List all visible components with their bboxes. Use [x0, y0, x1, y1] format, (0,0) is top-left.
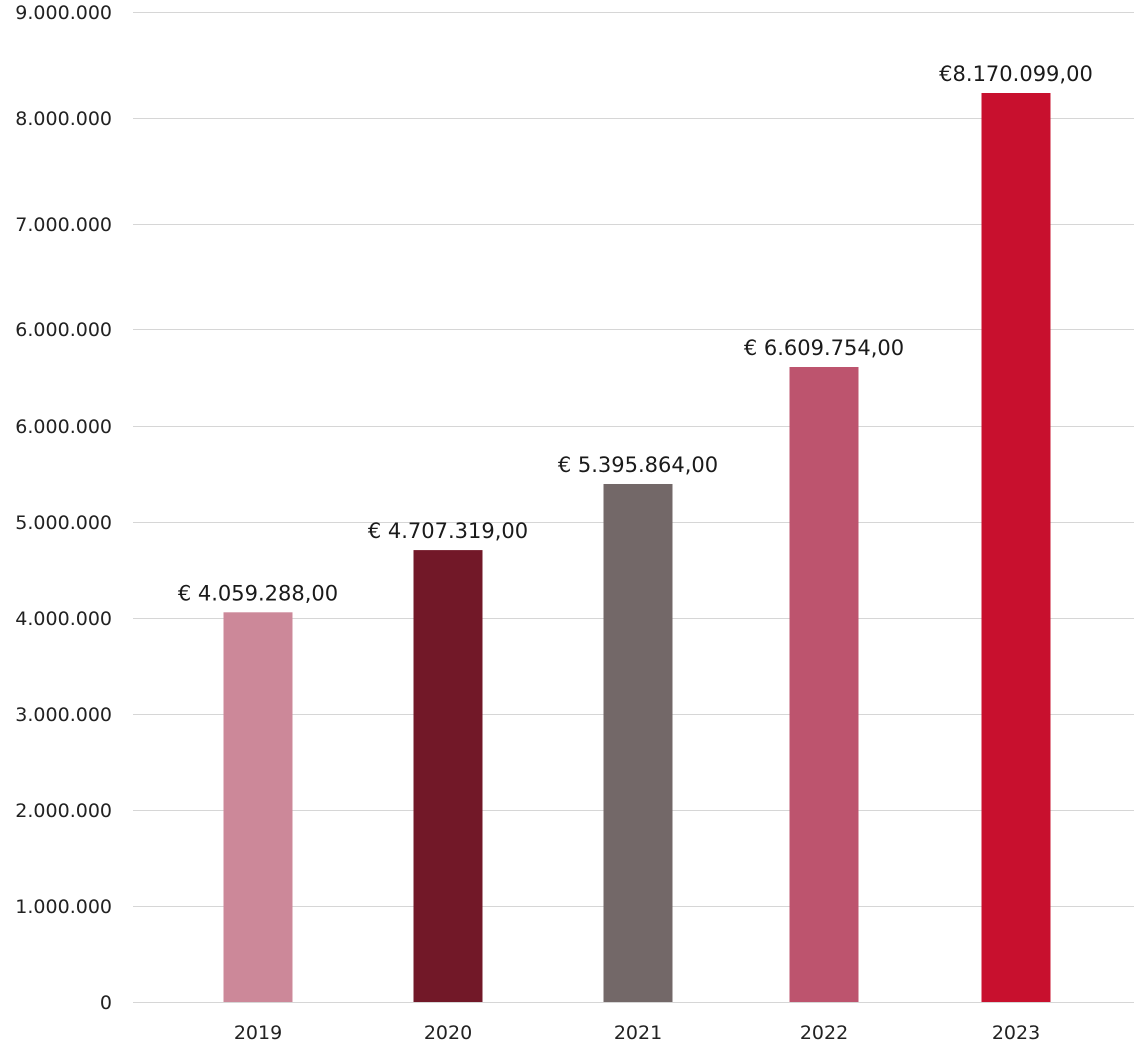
bar-2022 — [789, 367, 859, 1002]
data-label-2020: € 4.707.319,00 — [368, 519, 528, 543]
x-axis-category-labels: 2019 2020 2021 2022 2023 — [234, 1022, 1040, 1044]
bars — [223, 93, 1051, 1002]
y-axis-tick-labels: 0 1.000.000 2.000.000 3.000.000 4.000.000 5.0… — [15, 2, 112, 1014]
y-tick-label: 0 — [100, 992, 112, 1014]
y-tick-label: 6.000.000 — [15, 319, 112, 341]
data-labels: € 4.059.288,00 € 4.707.319,00 € 5.395.864,… — [178, 62, 1093, 605]
x-category-label-2023: 2023 — [992, 1022, 1040, 1044]
x-category-label-2020: 2020 — [424, 1022, 472, 1044]
y-tick-label: 7.000.000 — [15, 214, 112, 236]
y-tick-label: 9.000.000 — [15, 2, 112, 24]
data-label-2021: € 5.395.864,00 — [558, 453, 718, 477]
bar-2021 — [603, 483, 673, 1002]
data-label-2022: € 6.609.754,00 — [744, 336, 904, 360]
x-category-label-2021: 2021 — [614, 1022, 662, 1044]
y-tick-label: 6.000.000 — [15, 416, 112, 438]
data-label-2019: € 4.059.288,00 — [178, 581, 338, 605]
x-category-label-2019: 2019 — [234, 1022, 282, 1044]
y-tick-label: 1.000.000 — [15, 896, 112, 918]
data-label-2023: €8.170.099,00 — [939, 62, 1093, 86]
y-tick-label: 8.000.000 — [15, 108, 112, 130]
y-tick-label: 4.000.000 — [15, 608, 112, 630]
y-tick-label: 3.000.000 — [15, 704, 112, 726]
bar-2019 — [223, 612, 293, 1002]
bar-2020 — [413, 550, 483, 1002]
bar-2023 — [981, 93, 1051, 1002]
x-category-label-2022: 2022 — [800, 1022, 848, 1044]
y-tick-label: 5.000.000 — [15, 512, 112, 534]
y-tick-label: 2.000.000 — [15, 800, 112, 822]
